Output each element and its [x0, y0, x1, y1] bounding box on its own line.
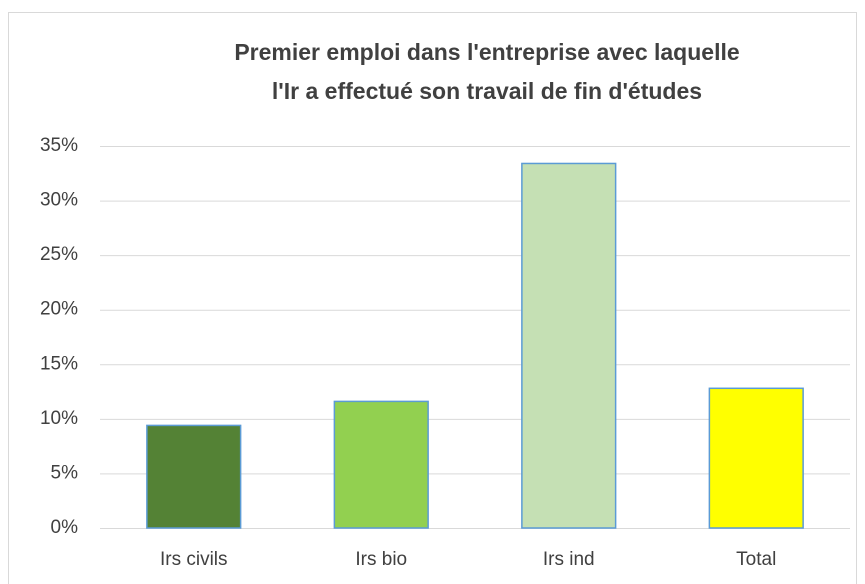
chart-title: Premier emploi dans l'entreprise avec la… — [234, 39, 739, 65]
y-tick-label: 25% — [40, 244, 78, 265]
y-tick-label: 5% — [51, 462, 79, 483]
bar — [521, 162, 617, 529]
x-tick-label: Irs ind — [543, 549, 595, 570]
y-tick-label: 35% — [40, 135, 78, 156]
chart-title: l'Ir a effectué son travail de fin d'étu… — [272, 78, 702, 104]
y-tick-label: 10% — [40, 408, 78, 429]
x-tick-label: Irs bio — [355, 549, 407, 570]
y-tick-label: 15% — [40, 353, 78, 374]
bar — [146, 424, 242, 529]
y-tick-label: 0% — [51, 517, 79, 538]
bar — [708, 387, 804, 529]
bar — [333, 400, 429, 529]
y-tick-label: 30% — [40, 190, 78, 211]
x-tick-label: Total — [736, 549, 776, 570]
x-tick-label: Irs civils — [160, 549, 228, 570]
y-tick-label: 20% — [40, 299, 78, 320]
